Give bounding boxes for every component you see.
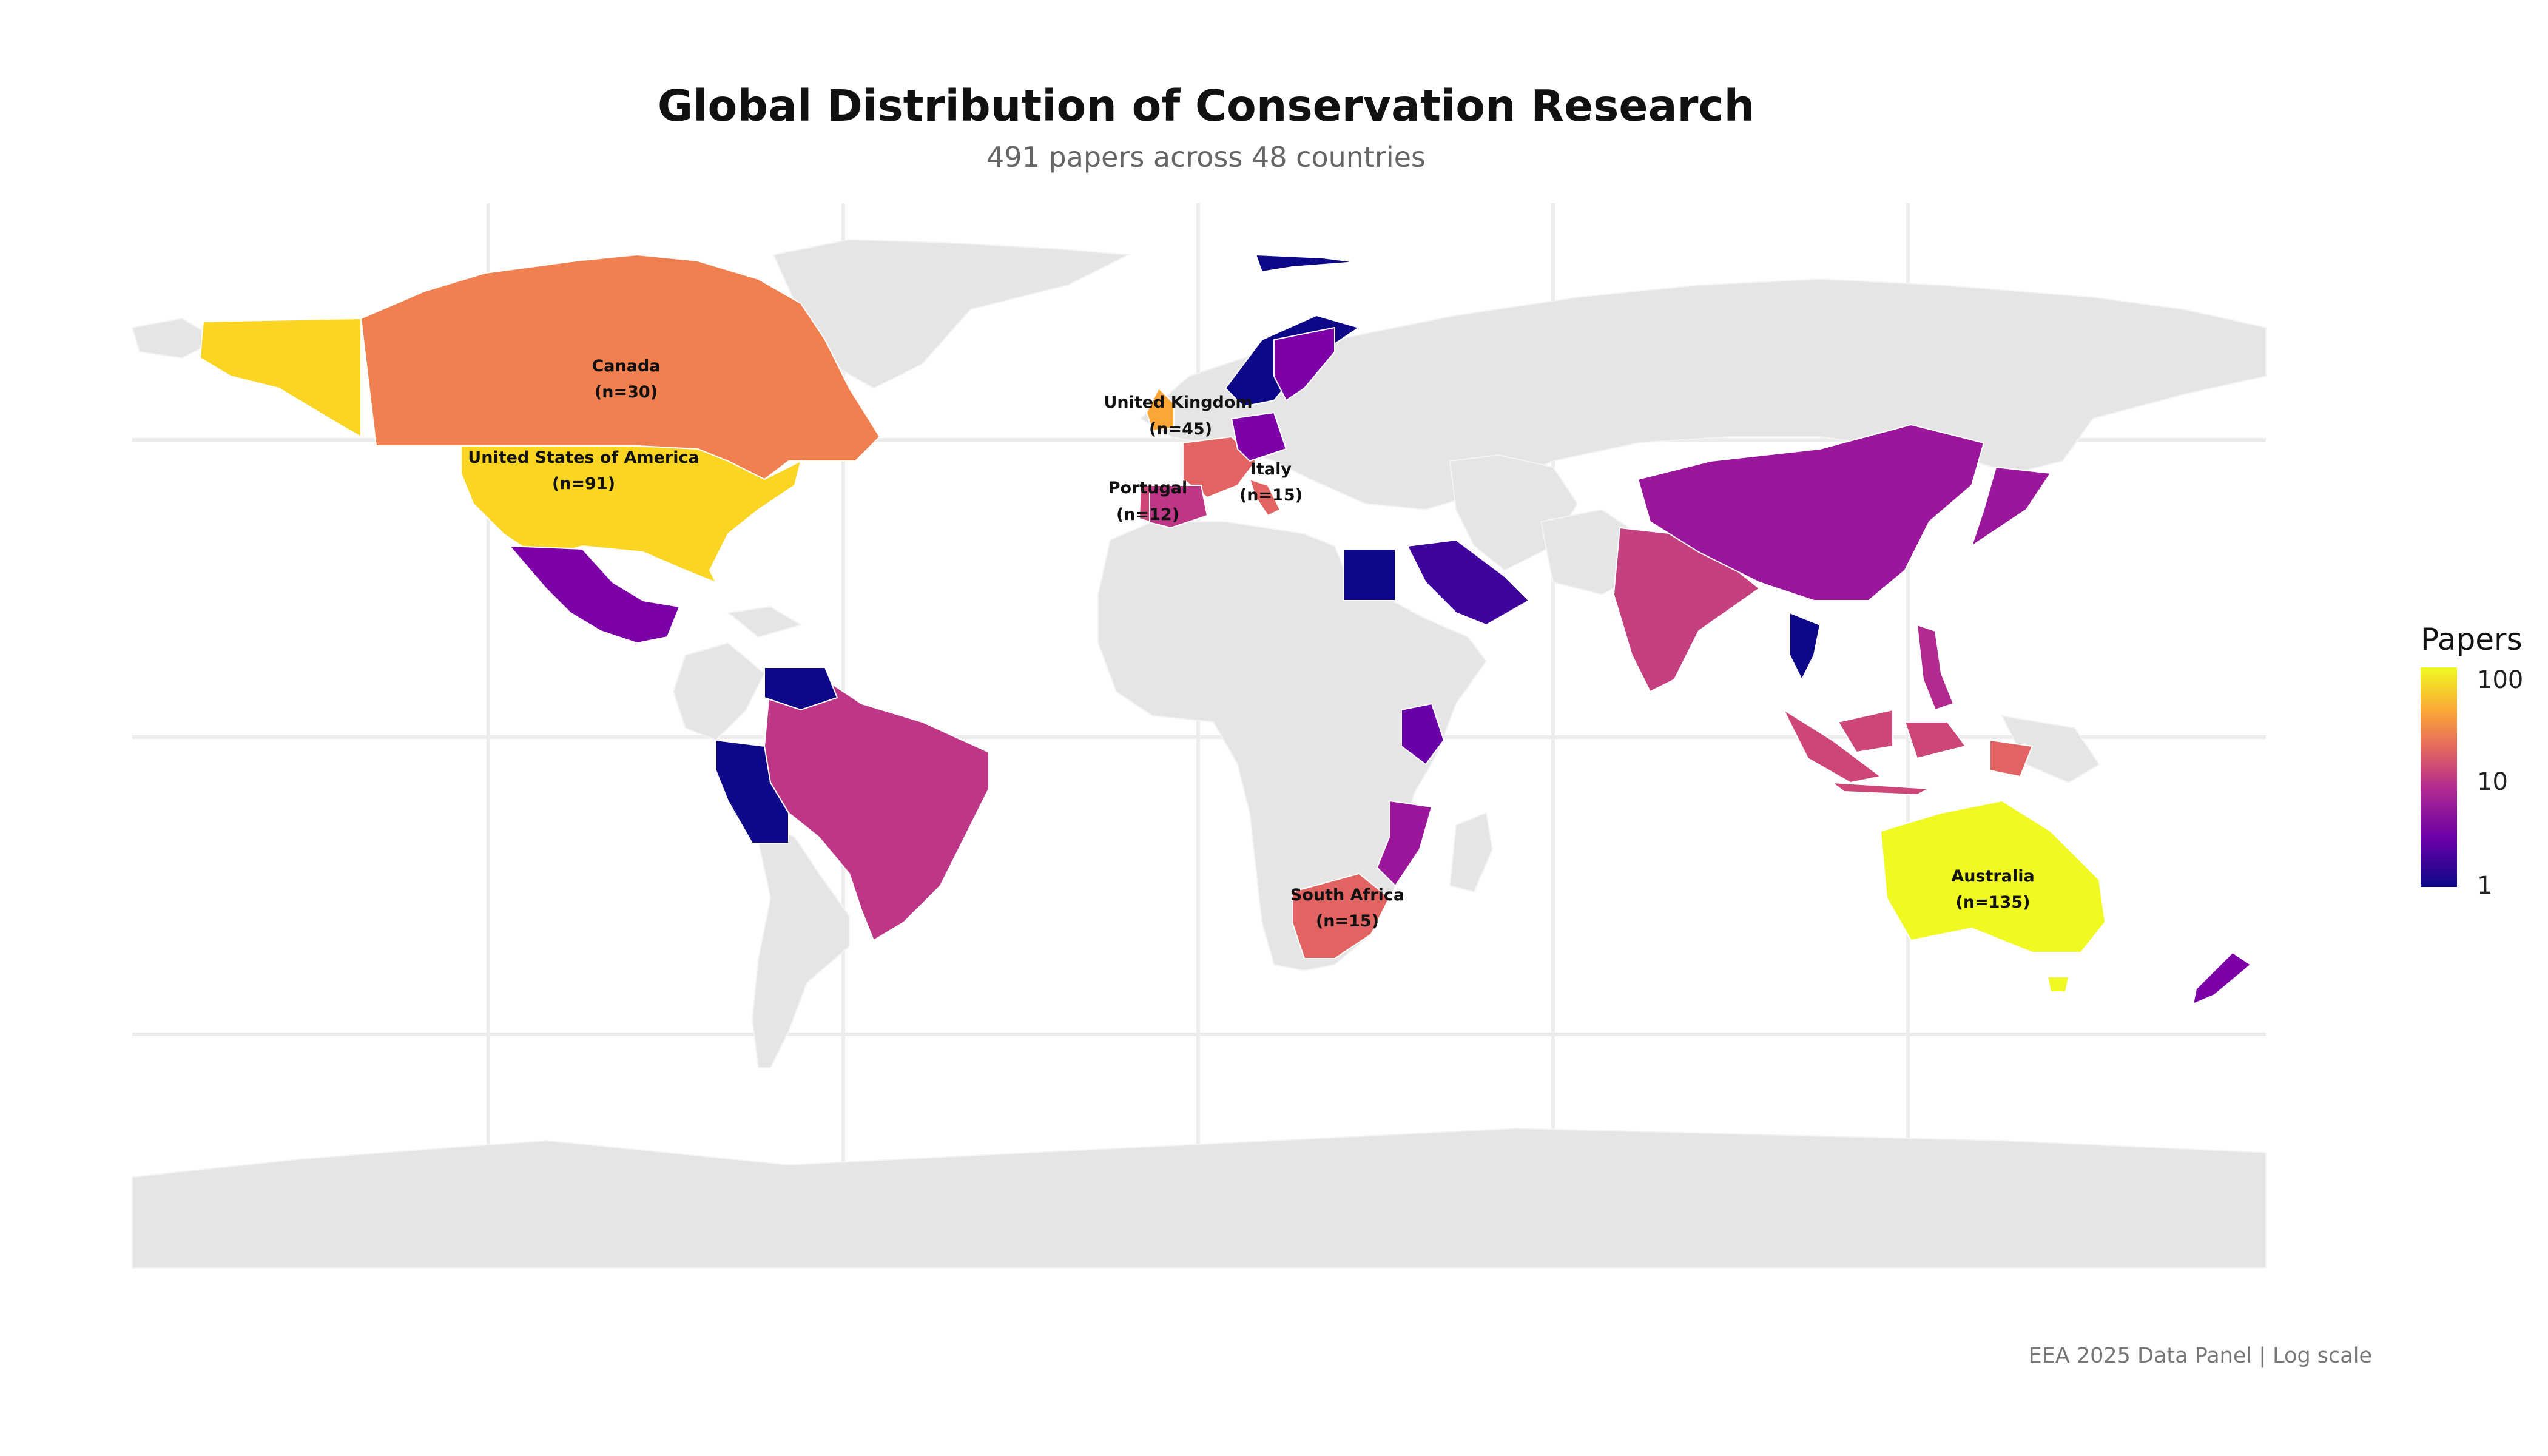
background-land <box>131 238 2267 1269</box>
label-south-africa-count: (n=15) <box>1316 912 1379 931</box>
country-peru <box>715 739 789 844</box>
country-svalbard <box>1255 254 1357 273</box>
label-uk-count: (n=45) <box>1149 420 1212 439</box>
label-portugal-count: (n=12) <box>1116 505 1179 524</box>
country-tasmania <box>2046 976 2070 993</box>
country-new-zealand <box>2192 951 2252 1005</box>
label-australia-name: Australia <box>1951 867 2034 886</box>
country-china <box>1637 423 1985 601</box>
legend-tick-10: 10 <box>2477 768 2508 796</box>
country-sweden <box>1273 326 1335 402</box>
label-uk-name: United Kingdom <box>1104 393 1252 412</box>
country-philippines <box>1916 624 1955 711</box>
country-portugal <box>1138 485 1150 523</box>
country-saudi-arabia <box>1406 539 1530 626</box>
country-mozambique <box>1376 800 1433 887</box>
legend-title: Papers <box>2421 622 2523 657</box>
country-south-africa <box>1292 872 1390 959</box>
land-madagascar <box>1449 812 1494 893</box>
land-caribbean <box>726 605 803 638</box>
label-usa-name: United States of America <box>468 448 699 467</box>
land-colombia <box>672 642 766 741</box>
label-usa-count: (n=91) <box>552 474 615 493</box>
legend-tick-100: 100 <box>2477 666 2524 694</box>
land-eurasia <box>1139 278 2267 511</box>
country-kenya <box>1401 703 1445 766</box>
label-canada-count: (n=30) <box>595 383 658 402</box>
country-france <box>1182 436 1257 499</box>
chart-caption: EEA 2025 Data Panel | Log scale <box>2028 1344 2372 1368</box>
label-south-africa-name: South Africa <box>1290 886 1404 905</box>
country-labels: Canada (n=30) United States of America (… <box>468 357 2034 931</box>
country-alaska <box>199 317 362 438</box>
country-mexico <box>508 545 681 644</box>
chart-title: Global Distribution of Conservation Rese… <box>657 81 1755 131</box>
country-egypt <box>1343 548 1396 601</box>
choropleth-countries <box>199 254 2252 1005</box>
country-united-kingdom <box>1145 387 1175 432</box>
legend-tick-1: 1 <box>2477 872 2493 900</box>
label-italy-name: Italy <box>1250 460 1292 479</box>
label-italy-count: (n=15) <box>1239 486 1303 505</box>
country-germany <box>1230 411 1287 462</box>
land-east-siberia-tip <box>131 317 220 359</box>
country-italy <box>1249 478 1281 517</box>
land-south-america-south <box>751 812 850 1068</box>
country-japan <box>1970 466 2052 548</box>
country-indonesia <box>1782 708 1967 796</box>
land-antarctica <box>132 1127 2267 1269</box>
chart-subtitle: 491 papers across 48 countries <box>986 141 1426 174</box>
country-venezuela <box>764 667 838 711</box>
label-canada-name: Canada <box>592 357 660 376</box>
label-portugal-name: Portugal <box>1108 479 1188 497</box>
country-australia <box>1879 800 2106 953</box>
legend-colorbar <box>2421 667 2457 887</box>
country-papua-new-guinea <box>1989 739 2034 778</box>
label-australia-count: (n=135) <box>1956 893 2031 912</box>
country-thailand <box>1789 612 1821 681</box>
